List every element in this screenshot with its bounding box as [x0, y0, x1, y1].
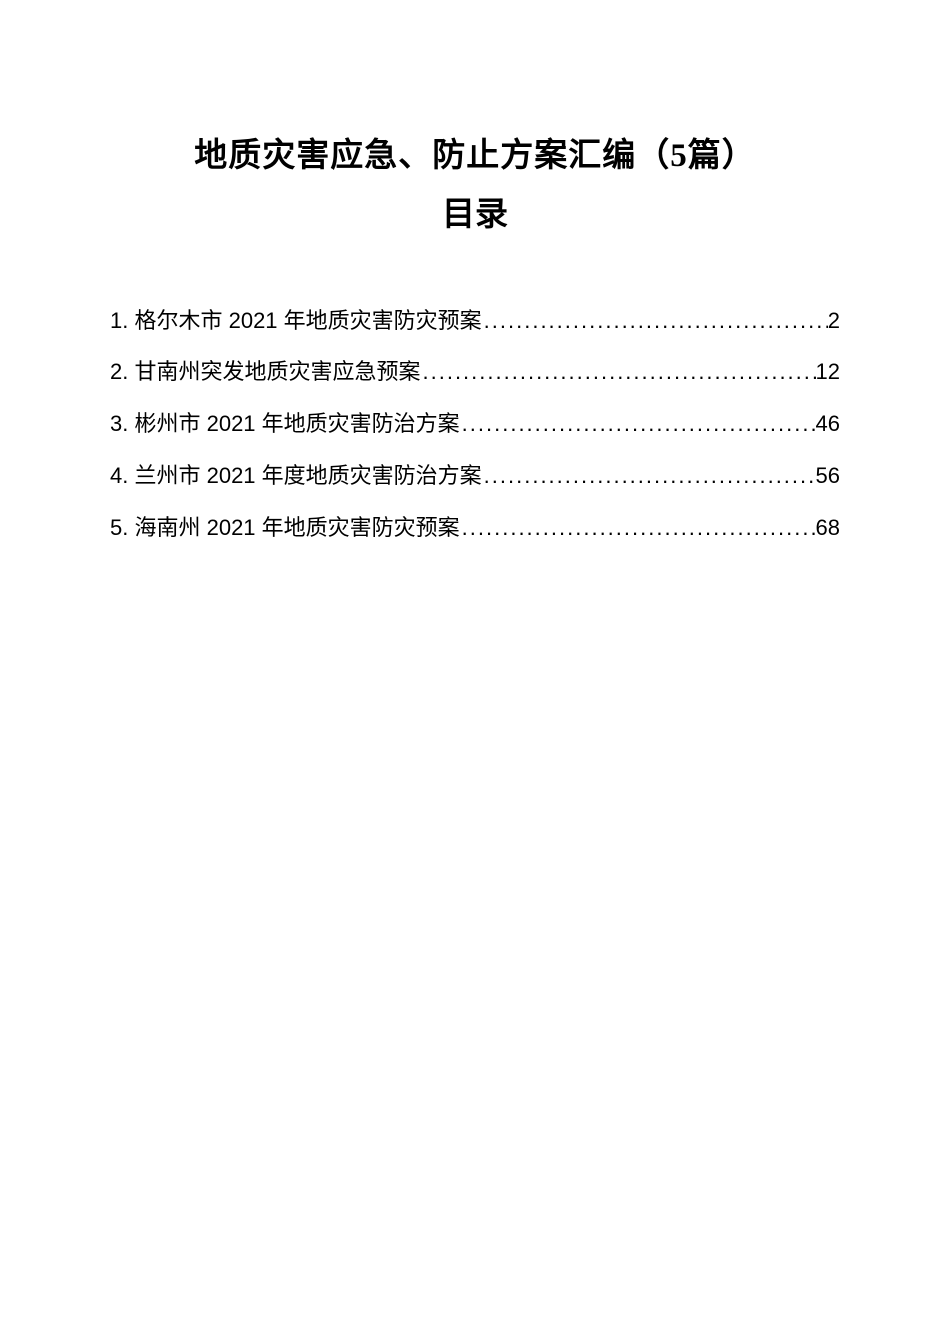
toc-item: 5. 海南州 2021 年地质灾害防灾预案 ..................… — [110, 502, 840, 554]
toc-number: 5. — [110, 502, 128, 554]
toc-page: 68 — [816, 502, 840, 554]
toc-page: 46 — [816, 398, 840, 450]
title-container: 地质灾害应急、防止方案汇编（5篇） 目录 — [100, 130, 850, 235]
toc-number: 2. — [110, 346, 128, 398]
document-subtitle: 目录 — [100, 187, 850, 235]
toc-dots: ........................................… — [482, 450, 816, 502]
toc-number: 3. — [110, 398, 128, 450]
toc-page: 56 — [816, 450, 840, 502]
toc-number: 4. — [110, 450, 128, 502]
toc-item: 3. 彬州市 2021 年地质灾害防治方案 ..................… — [110, 398, 840, 450]
toc-dots: ........................................… — [460, 398, 816, 450]
toc-container: 1. 格尔木市 2021 年地质灾害防灾预案 .................… — [100, 295, 850, 553]
toc-item: 1. 格尔木市 2021 年地质灾害防灾预案 .................… — [110, 295, 840, 347]
toc-dots: ........................................… — [421, 346, 816, 398]
toc-item: 2. 甘南州突发地质灾害应急预案 .......................… — [110, 346, 840, 398]
toc-page: 12 — [816, 346, 840, 398]
toc-item: 4. 兰州市 2021 年度地质灾害防治方案 .................… — [110, 450, 840, 502]
toc-text: 甘南州突发地质灾害应急预案 — [134, 346, 420, 398]
toc-text: 彬州市 2021 年地质灾害防治方案 — [134, 398, 459, 450]
toc-dots: ........................................… — [460, 502, 816, 554]
toc-text: 格尔木市 2021 年地质灾害防灾预案 — [134, 295, 481, 347]
toc-number: 1. — [110, 295, 128, 347]
toc-text: 兰州市 2021 年度地质灾害防治方案 — [134, 450, 481, 502]
document-title: 地质灾害应急、防止方案汇编（5篇） — [100, 130, 850, 183]
toc-dots: ........................................… — [482, 295, 828, 347]
toc-page: 2 — [828, 295, 840, 347]
toc-text: 海南州 2021 年地质灾害防灾预案 — [134, 502, 459, 554]
